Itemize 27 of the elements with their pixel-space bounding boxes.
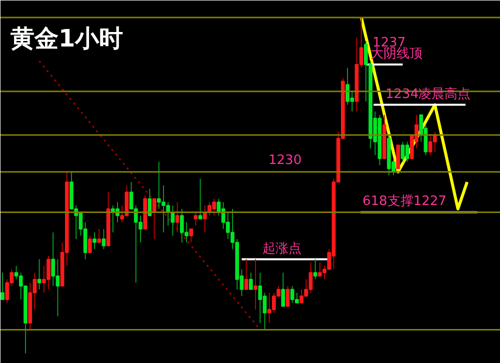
candlestick	[102, 228, 106, 250]
annotation: 618支撑1227	[362, 194, 446, 210]
candlestick	[400, 141, 405, 162]
annotation: 1230	[268, 152, 302, 168]
candlestick	[396, 144, 400, 170]
candlestick	[281, 272, 286, 307]
candlestick	[97, 228, 102, 243]
candlestick	[0, 272, 4, 300]
chart-title: 黄金1小时	[10, 24, 124, 52]
candlestick	[88, 235, 92, 253]
candlestick	[51, 232, 56, 287]
candlestick	[254, 258, 258, 310]
candlestick	[405, 141, 410, 162]
candlestick	[189, 228, 194, 243]
candlestick	[286, 286, 290, 307]
annotation: 起涨点	[262, 242, 302, 256]
candlestick	[92, 232, 96, 250]
candlestick	[294, 292, 299, 304]
candlestick	[175, 202, 180, 233]
candlestick	[244, 258, 248, 290]
candlestick	[198, 178, 202, 220]
candlestick	[258, 272, 262, 324]
candlestick	[248, 272, 253, 290]
candlestick	[432, 131, 437, 152]
annotation: 1234凌晨高点	[386, 86, 471, 102]
candlestick	[313, 258, 318, 280]
candlestick	[194, 212, 198, 226]
